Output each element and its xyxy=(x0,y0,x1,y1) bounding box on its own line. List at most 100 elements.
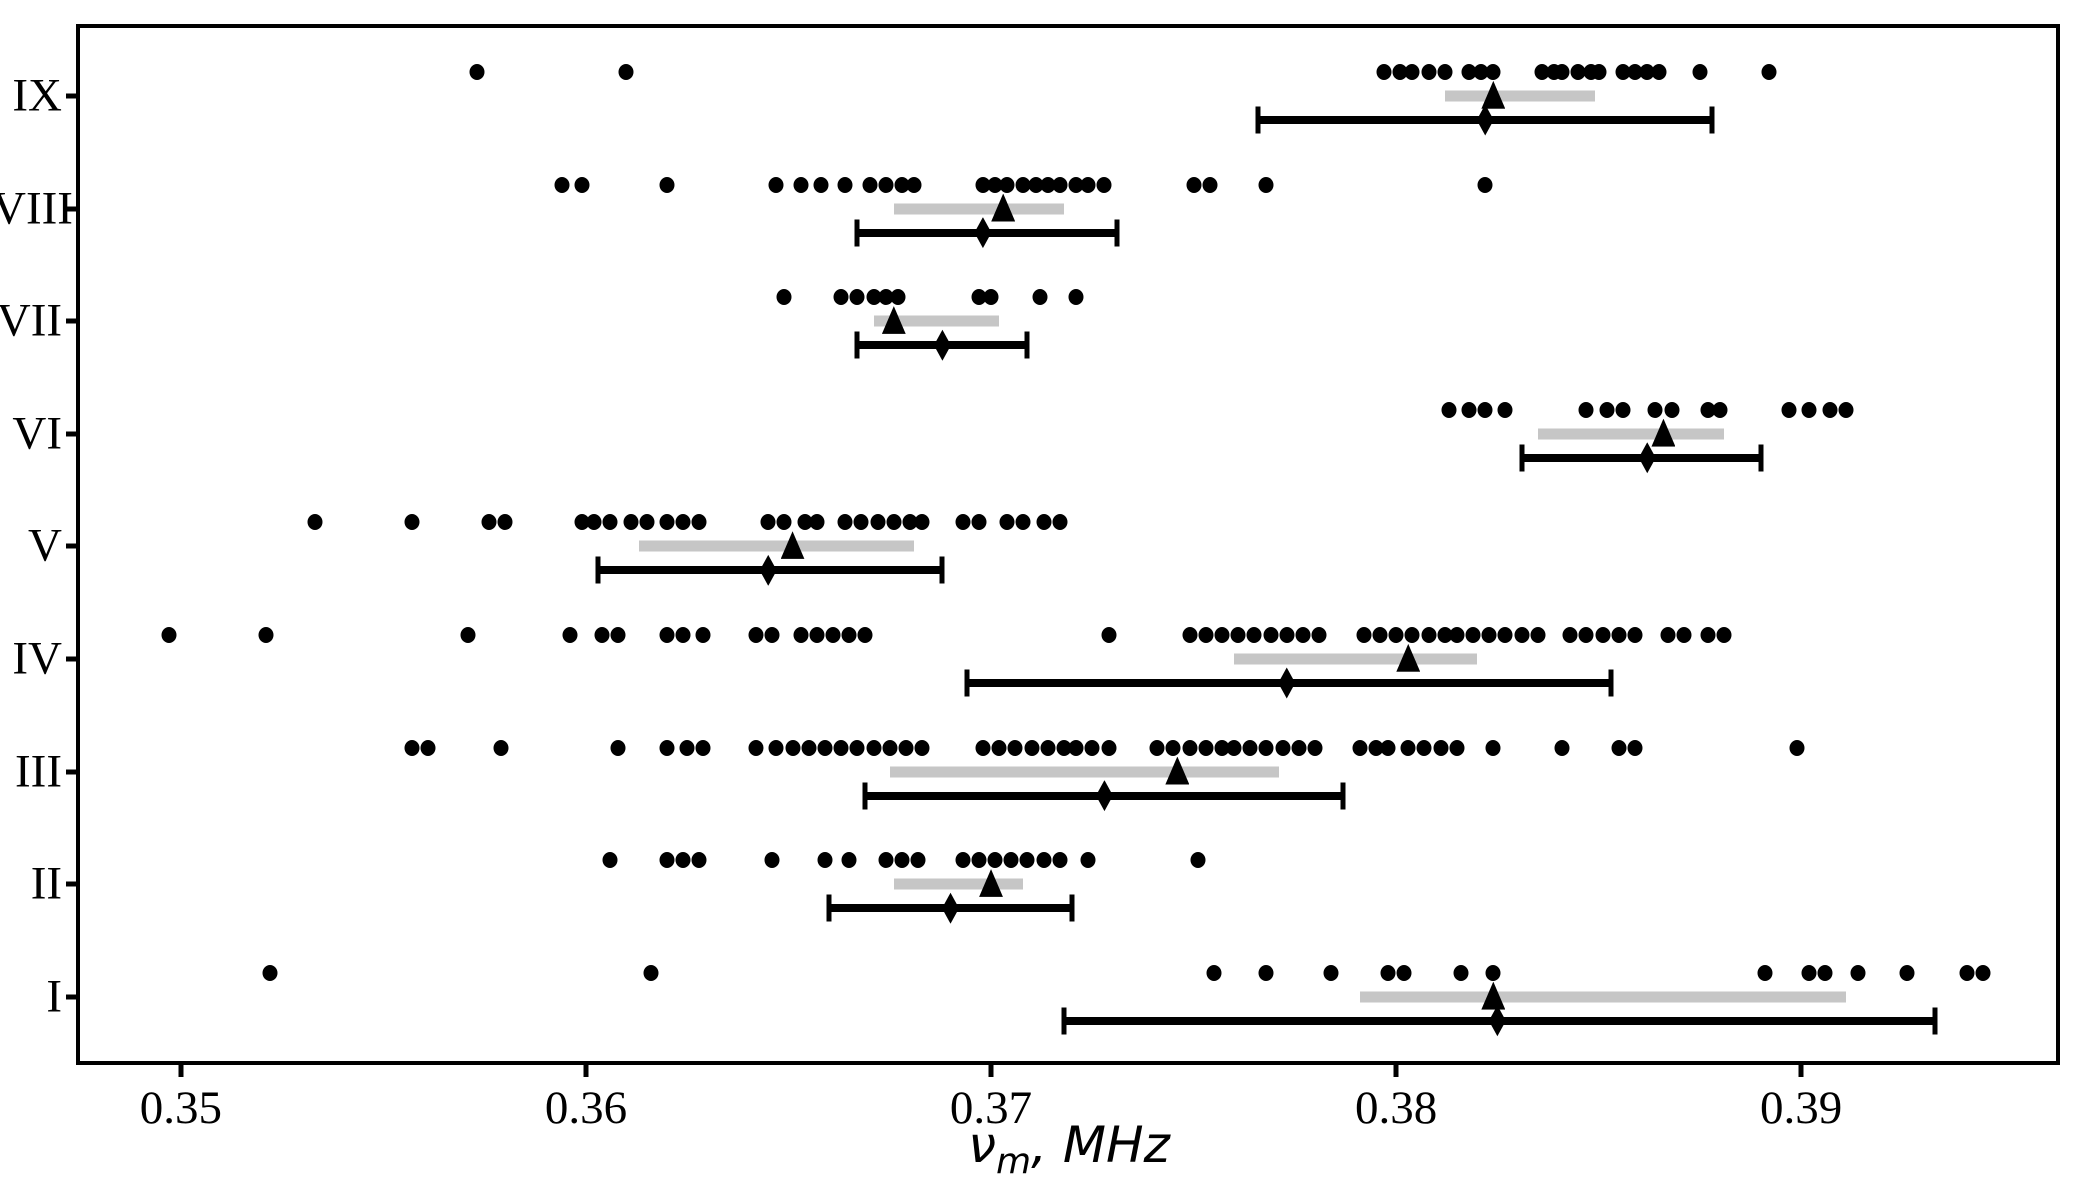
sample-dot xyxy=(639,514,655,531)
sample-dot xyxy=(870,514,886,531)
sample-dot xyxy=(1101,739,1116,756)
sample-dot xyxy=(902,514,918,531)
sample-dot xyxy=(882,739,898,756)
gray-range-bar xyxy=(1234,653,1478,665)
sample-dot xyxy=(1214,627,1230,643)
sample-dot xyxy=(1404,627,1420,643)
sample-dot xyxy=(914,739,930,756)
sample-dot xyxy=(1578,401,1594,418)
sample-dot xyxy=(1437,64,1453,80)
range-bar-right-cap xyxy=(1340,782,1346,810)
sample-dot xyxy=(1647,401,1663,418)
x-axis-tick-label: 0.39 xyxy=(1760,1082,1843,1134)
sample-dot xyxy=(1190,852,1206,869)
sample-dot xyxy=(1015,176,1031,193)
sample-dot xyxy=(841,627,857,643)
range-bar-right-cap xyxy=(1758,444,1764,472)
sample-dot xyxy=(1258,964,1274,981)
sample-dot xyxy=(1165,739,1181,756)
sample-dot xyxy=(1761,64,1777,80)
sample-dot xyxy=(1230,627,1246,643)
sample-dot xyxy=(1514,627,1530,643)
sample-dot xyxy=(481,514,497,531)
sample-dot xyxy=(1368,739,1384,756)
sample-dot xyxy=(1400,739,1416,756)
sample-dot xyxy=(1052,176,1068,193)
range-bar-right-cap xyxy=(1709,106,1715,134)
sample-dot xyxy=(1182,739,1198,756)
sample-dot xyxy=(307,514,323,531)
sample-dot xyxy=(691,514,707,531)
sample-dot xyxy=(813,176,829,193)
category-label-III: III xyxy=(15,745,62,798)
sample-dot xyxy=(1056,739,1072,756)
sample-dot xyxy=(894,852,910,869)
sample-dot xyxy=(817,739,833,756)
sample-dot xyxy=(1975,964,1991,981)
sample-dot xyxy=(1639,64,1655,80)
sample-dot xyxy=(562,627,578,643)
sample-dot xyxy=(1040,739,1056,756)
sample-dot xyxy=(469,64,485,80)
sample-dot xyxy=(1651,64,1667,80)
sample-dot xyxy=(1198,627,1214,643)
range-bar-left-cap xyxy=(964,669,970,697)
x-axis-tick xyxy=(583,1063,589,1077)
sample-dot xyxy=(955,514,971,531)
sample-dot xyxy=(1712,401,1728,418)
sample-dot xyxy=(1664,401,1680,418)
sample-dot xyxy=(1396,964,1412,981)
x-axis-tick-label: 0.36 xyxy=(544,1082,628,1134)
range-bar-right-cap xyxy=(1069,894,1075,922)
nu-subscript: m xyxy=(996,1141,1032,1182)
sample-dot xyxy=(1068,739,1084,756)
sample-dot xyxy=(1028,176,1044,193)
sample-dot xyxy=(1477,176,1493,193)
sample-dot xyxy=(768,739,784,756)
y-axis-tick xyxy=(66,206,78,212)
sample-dot xyxy=(999,514,1015,531)
sample-dot xyxy=(1461,401,1477,418)
sample-dot xyxy=(1485,739,1501,756)
sample-dot xyxy=(554,176,570,193)
sample-dot xyxy=(764,852,780,869)
range-bar-right-cap xyxy=(1608,669,1614,697)
sample-dot xyxy=(878,289,894,306)
sample-dot xyxy=(906,176,922,193)
sample-dot xyxy=(971,852,987,869)
sample-dot xyxy=(1263,627,1279,643)
sample-dot xyxy=(837,514,853,531)
range-bar-left-cap xyxy=(1255,106,1261,134)
sample-dot xyxy=(675,852,691,869)
sample-dot xyxy=(1404,64,1420,80)
sample-dot xyxy=(1015,514,1031,531)
sample-dot xyxy=(971,289,987,306)
sample-dot xyxy=(878,176,894,193)
sample-dot xyxy=(574,176,590,193)
sample-dot xyxy=(1380,739,1396,756)
sample-dot xyxy=(1096,176,1112,193)
category-label-IV: IV xyxy=(12,632,62,685)
sample-dot xyxy=(1291,739,1307,756)
sample-dot xyxy=(420,739,436,756)
sample-dot xyxy=(404,739,420,756)
sample-dot xyxy=(1801,964,1817,981)
sample-dot xyxy=(1052,514,1068,531)
x-axis-tick xyxy=(1393,1063,1399,1077)
sample-dot xyxy=(1036,852,1052,869)
sample-dot xyxy=(1080,852,1096,869)
sample-dot xyxy=(1242,739,1258,756)
sample-dot xyxy=(841,852,857,869)
sample-dot xyxy=(748,739,764,756)
diamond-marker xyxy=(1638,442,1656,474)
sample-dot xyxy=(1206,964,1222,981)
y-axis-tick xyxy=(66,656,78,662)
sample-dot xyxy=(793,627,809,643)
sample-dot xyxy=(1676,627,1692,643)
sample-dot xyxy=(1716,627,1732,643)
sample-dot xyxy=(262,964,278,981)
y-axis-tick xyxy=(66,994,78,1000)
sample-dot xyxy=(1084,739,1100,756)
sample-dot xyxy=(776,289,792,306)
sample-dot xyxy=(1019,852,1035,869)
